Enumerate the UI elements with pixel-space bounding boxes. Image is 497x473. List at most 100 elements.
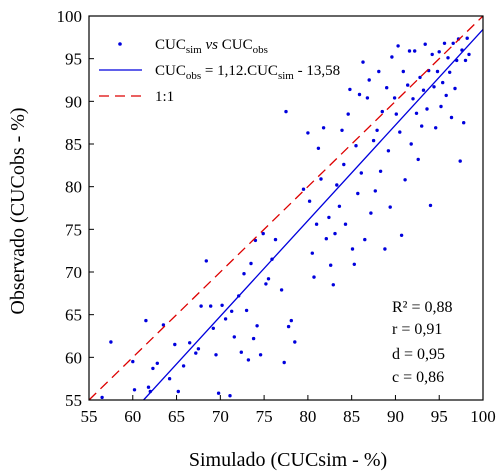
data-point-95 xyxy=(398,130,402,134)
data-point-72 xyxy=(354,144,358,148)
x-axis-label: Simulado (CUCsim - %) xyxy=(189,449,387,471)
data-point-43 xyxy=(279,288,284,292)
data-point-44 xyxy=(282,360,286,365)
x-tick-label: 75 xyxy=(256,407,273,426)
y-tick-label: 80 xyxy=(65,178,82,197)
x-tick-label: 95 xyxy=(431,407,448,426)
y-axis-label: Observado (CUCobs - %) xyxy=(7,107,29,314)
data-point-133 xyxy=(465,36,469,40)
data-point-13 xyxy=(181,364,186,368)
data-point-109 xyxy=(423,42,427,46)
data-point-0 xyxy=(100,395,104,400)
data-point-65 xyxy=(340,128,344,132)
data-point-53 xyxy=(312,275,316,279)
data-point-77 xyxy=(363,237,367,242)
data-point-33 xyxy=(249,261,253,266)
data-point-14 xyxy=(188,341,192,345)
x-tick-label: 100 xyxy=(470,407,496,426)
data-point-90 xyxy=(388,205,392,209)
data-point-119 xyxy=(441,80,445,85)
x-tick-label: 55 xyxy=(81,407,98,426)
x-tick-label: 85 xyxy=(343,407,360,426)
data-point-5 xyxy=(146,385,151,389)
data-point-36 xyxy=(255,324,259,328)
legend: CUCsim vs CUCobs CUCobs = 1,12.CUCsim - … xyxy=(99,37,340,105)
y-tick-label: 100 xyxy=(57,7,83,26)
data-point-97 xyxy=(401,69,405,74)
data-point-47 xyxy=(289,318,293,323)
data-point-31 xyxy=(244,308,249,313)
data-point-30 xyxy=(242,272,246,276)
data-point-46 xyxy=(286,324,291,329)
data-point-18 xyxy=(204,259,208,263)
data-point-25 xyxy=(228,394,232,398)
y-tick-label: 60 xyxy=(65,348,82,367)
data-point-61 xyxy=(331,283,335,287)
data-point-86 xyxy=(380,109,384,114)
data-point-29 xyxy=(239,350,243,354)
fit-line xyxy=(143,29,484,401)
data-point-10 xyxy=(167,377,172,381)
data-point-75 xyxy=(359,171,363,175)
data-point-56 xyxy=(319,177,323,181)
data-point-12 xyxy=(176,389,180,394)
data-point-34 xyxy=(251,336,256,341)
data-point-15 xyxy=(194,351,198,355)
stats-block: R² = 0,88 r = 0,91 d = 0,95 c = 0,86 xyxy=(392,299,453,386)
data-point-60 xyxy=(329,263,333,267)
data-point-38 xyxy=(261,231,265,236)
data-point-99 xyxy=(406,83,410,87)
ticks-layer: 55 60 65 70 75 80 85 90 95 100 55 60 65 70 75 80 85 90 95 1… xyxy=(57,7,496,426)
data-point-20 xyxy=(211,326,215,330)
data-point-79 xyxy=(367,78,371,82)
data-point-81 xyxy=(371,138,376,143)
data-point-85 xyxy=(378,169,383,173)
y-tick-label: 55 xyxy=(65,391,82,410)
data-point-4 xyxy=(144,318,148,323)
data-point-1 xyxy=(109,340,113,344)
data-point-62 xyxy=(333,231,337,236)
data-point-112 xyxy=(428,203,433,208)
data-point-71 xyxy=(352,262,356,266)
stat-r2: R² = 0,88 xyxy=(392,299,453,316)
x-tick-label: 90 xyxy=(387,407,404,426)
data-point-101 xyxy=(409,142,413,146)
data-point-103 xyxy=(413,49,417,53)
data-point-124 xyxy=(449,115,454,120)
data-point-107 xyxy=(420,124,424,128)
data-point-125 xyxy=(451,41,455,45)
data-point-87 xyxy=(383,247,387,251)
data-point-134 xyxy=(467,52,471,57)
data-point-74 xyxy=(357,92,362,97)
data-point-8 xyxy=(155,361,159,365)
stat-c: c = 0,86 xyxy=(392,369,444,386)
data-point-24 xyxy=(223,317,228,321)
data-point-42 xyxy=(273,237,278,242)
data-point-94 xyxy=(396,44,400,48)
x-tick-label: 65 xyxy=(168,407,185,426)
data-point-73 xyxy=(356,191,360,196)
data-point-131 xyxy=(462,121,466,125)
stat-r: r = 0,91 xyxy=(392,321,442,338)
data-point-26 xyxy=(230,309,234,313)
data-point-21 xyxy=(214,353,218,357)
data-point-68 xyxy=(346,112,350,116)
x-tick-label: 70 xyxy=(212,407,229,426)
x-tick-label: 80 xyxy=(299,407,316,426)
legend-fit-label: CUCobs = 1,12.CUCsim - 13,58 xyxy=(155,63,340,82)
y-tick-label: 95 xyxy=(65,50,82,69)
data-point-55 xyxy=(316,146,321,150)
data-point-3 xyxy=(132,388,137,392)
data-point-69 xyxy=(348,87,352,92)
stat-d: d = 0,95 xyxy=(392,346,445,363)
data-point-17 xyxy=(199,304,203,308)
data-point-48 xyxy=(293,340,297,344)
data-point-76 xyxy=(361,60,365,64)
data-point-37 xyxy=(258,353,263,357)
data-point-19 xyxy=(209,304,213,308)
data-point-118 xyxy=(439,104,443,109)
data-point-82 xyxy=(373,189,377,193)
data-point-126 xyxy=(453,86,457,91)
data-point-16 xyxy=(196,347,201,351)
data-point-78 xyxy=(365,96,370,100)
